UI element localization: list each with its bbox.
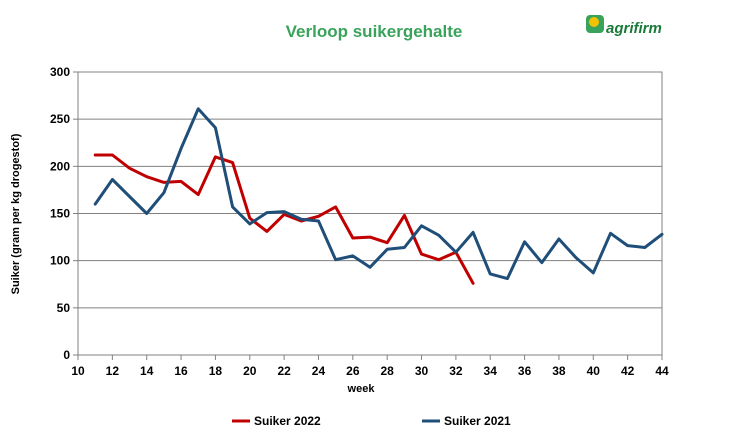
x-tick-label: 30: [415, 364, 429, 378]
y-tick-label: 100: [50, 254, 70, 268]
y-tick-label: 300: [50, 65, 70, 79]
x-tick-label: 18: [209, 364, 223, 378]
x-tick-label: 26: [346, 364, 360, 378]
legend: Suiker 2022 Suiker 2021: [232, 414, 511, 428]
series-line-1: [93, 107, 664, 281]
x-tick-label: 44: [655, 364, 669, 378]
y-tick-labels: 0 50 100 150 200 250 300: [50, 65, 70, 362]
logo-text: agrifirm: [606, 20, 662, 37]
series-line-0: [93, 153, 475, 285]
legend-label-0: Suiker 2022: [254, 414, 321, 428]
plot-area: [77, 71, 663, 356]
x-tick-label: 20: [243, 364, 257, 378]
series-lines: [93, 107, 664, 285]
x-tick-label: 12: [106, 364, 120, 378]
y-axis-label: Suiker (gram per kg drogestof): [10, 133, 22, 294]
x-tick-label: 32: [449, 364, 463, 378]
x-tick-label: 34: [484, 364, 498, 378]
x-tick-label: 40: [587, 364, 601, 378]
x-tick-label: 36: [518, 364, 532, 378]
x-tick-label: 38: [552, 364, 566, 378]
x-tick-label: 28: [380, 364, 394, 378]
x-tick-label: 16: [174, 364, 188, 378]
x-tick-label: 42: [621, 364, 635, 378]
y-tick-label: 0: [63, 348, 70, 362]
y-tick-label: 150: [50, 207, 70, 221]
x-axis-label: week: [347, 383, 376, 395]
y-tick-label: 50: [57, 301, 71, 315]
y-tick-label: 200: [50, 159, 70, 173]
y-tick-label: 250: [50, 112, 70, 126]
x-tick-label: 10: [71, 364, 85, 378]
logo-sun-icon: [589, 17, 599, 27]
x-tick-label: 24: [312, 364, 326, 378]
gridlines: [73, 71, 663, 360]
x-tick-label: 14: [140, 364, 154, 378]
agrifirm-logo: agrifirm: [586, 15, 662, 37]
chart-title: Verloop suikergehalte: [286, 22, 463, 41]
legend-label-1: Suiker 2021: [444, 414, 511, 428]
x-tick-label: 22: [277, 364, 291, 378]
x-tick-labels: 10 12 14 16 18 20 22 24 26 28 30 32 34 36 38 40 42 44: [71, 364, 669, 378]
